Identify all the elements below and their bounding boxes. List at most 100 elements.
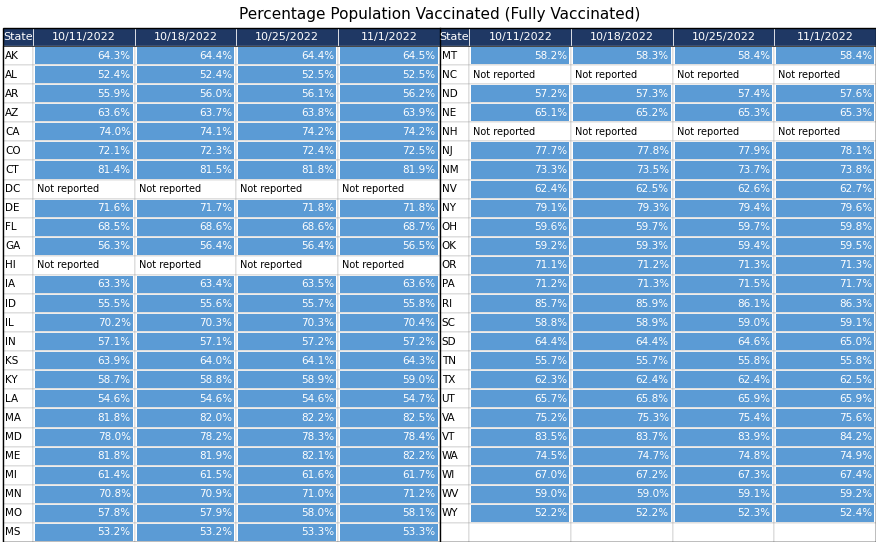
Text: 73.5%: 73.5% <box>636 165 668 175</box>
Bar <box>238 352 336 369</box>
Bar <box>340 162 438 178</box>
Bar <box>571 523 673 542</box>
Bar <box>338 275 440 294</box>
Text: NC: NC <box>442 69 456 80</box>
Bar <box>673 370 774 389</box>
Text: 64.4%: 64.4% <box>636 337 668 347</box>
Text: 63.6%: 63.6% <box>97 108 131 118</box>
Bar <box>4 466 33 485</box>
Bar <box>776 352 874 369</box>
Bar <box>440 179 470 198</box>
Bar <box>135 198 237 218</box>
Bar <box>673 523 774 542</box>
Text: 82.2%: 82.2% <box>300 413 334 423</box>
Text: Not reported: Not reported <box>138 260 201 270</box>
Bar <box>470 65 571 84</box>
Bar <box>238 505 336 522</box>
Bar <box>4 84 33 103</box>
Bar <box>137 486 235 503</box>
Bar <box>4 28 33 46</box>
Text: Not reported: Not reported <box>576 69 637 80</box>
Bar <box>33 28 135 46</box>
Bar <box>35 238 133 255</box>
Bar <box>237 218 338 237</box>
Text: 57.6%: 57.6% <box>839 89 872 99</box>
Text: 78.1%: 78.1% <box>839 146 872 156</box>
Bar <box>776 486 874 503</box>
Bar <box>4 141 33 160</box>
Text: RI: RI <box>442 299 452 308</box>
Bar <box>471 486 569 503</box>
Bar <box>338 389 440 409</box>
Text: 57.2%: 57.2% <box>534 89 567 99</box>
Text: 64.4%: 64.4% <box>534 337 567 347</box>
Bar <box>673 46 774 65</box>
Bar <box>440 447 470 466</box>
Text: 62.6%: 62.6% <box>738 184 770 194</box>
Text: NM: NM <box>442 165 458 175</box>
Bar <box>776 143 874 159</box>
Bar <box>237 65 338 84</box>
Text: 65.0%: 65.0% <box>839 337 872 347</box>
Bar <box>675 314 773 331</box>
Bar <box>571 313 673 332</box>
Bar <box>573 409 671 427</box>
Bar <box>774 65 876 84</box>
Text: 58.9%: 58.9% <box>636 318 668 327</box>
Text: 71.8%: 71.8% <box>300 203 334 213</box>
Bar <box>776 180 874 198</box>
Text: 62.3%: 62.3% <box>534 375 567 385</box>
Text: 70.8%: 70.8% <box>98 489 131 499</box>
Text: IA: IA <box>5 280 15 289</box>
Bar <box>135 103 237 122</box>
Bar <box>471 409 569 427</box>
Bar <box>237 122 338 141</box>
Bar <box>137 218 235 236</box>
Bar <box>33 504 135 523</box>
Bar <box>675 486 773 503</box>
Bar <box>774 28 876 46</box>
Bar <box>237 313 338 332</box>
Bar <box>675 143 773 159</box>
Bar <box>33 294 135 313</box>
Bar <box>573 314 671 331</box>
Bar <box>776 314 874 331</box>
Bar <box>35 47 133 64</box>
Bar <box>774 370 876 389</box>
Bar <box>776 276 874 293</box>
Bar <box>137 448 235 464</box>
Bar <box>135 122 237 141</box>
Bar <box>440 332 470 351</box>
Bar <box>774 389 876 409</box>
Bar <box>673 65 774 84</box>
Bar <box>4 447 33 466</box>
Bar <box>573 180 671 198</box>
Bar <box>673 160 774 179</box>
Text: Not reported: Not reported <box>37 184 99 194</box>
Bar <box>440 122 470 141</box>
Text: 81.8%: 81.8% <box>97 451 131 461</box>
Bar <box>440 198 470 218</box>
Bar <box>135 523 237 542</box>
Text: State: State <box>440 32 470 42</box>
Bar <box>4 370 33 389</box>
Text: 59.5%: 59.5% <box>839 241 872 251</box>
Text: Not reported: Not reported <box>779 127 840 137</box>
Text: 71.7%: 71.7% <box>839 280 872 289</box>
Bar <box>471 199 569 217</box>
Text: 65.8%: 65.8% <box>636 394 668 404</box>
Bar <box>471 314 569 331</box>
Text: Not reported: Not reported <box>342 260 404 270</box>
Bar <box>135 65 237 84</box>
Bar <box>675 429 773 446</box>
Bar <box>675 505 773 522</box>
Text: 67.3%: 67.3% <box>738 470 770 480</box>
Bar <box>673 313 774 332</box>
Text: 68.7%: 68.7% <box>402 222 435 232</box>
Bar <box>137 505 235 522</box>
Bar <box>571 46 673 65</box>
Bar <box>573 390 671 408</box>
Bar <box>470 485 571 504</box>
Text: DE: DE <box>5 203 19 213</box>
Text: 72.4%: 72.4% <box>300 146 334 156</box>
